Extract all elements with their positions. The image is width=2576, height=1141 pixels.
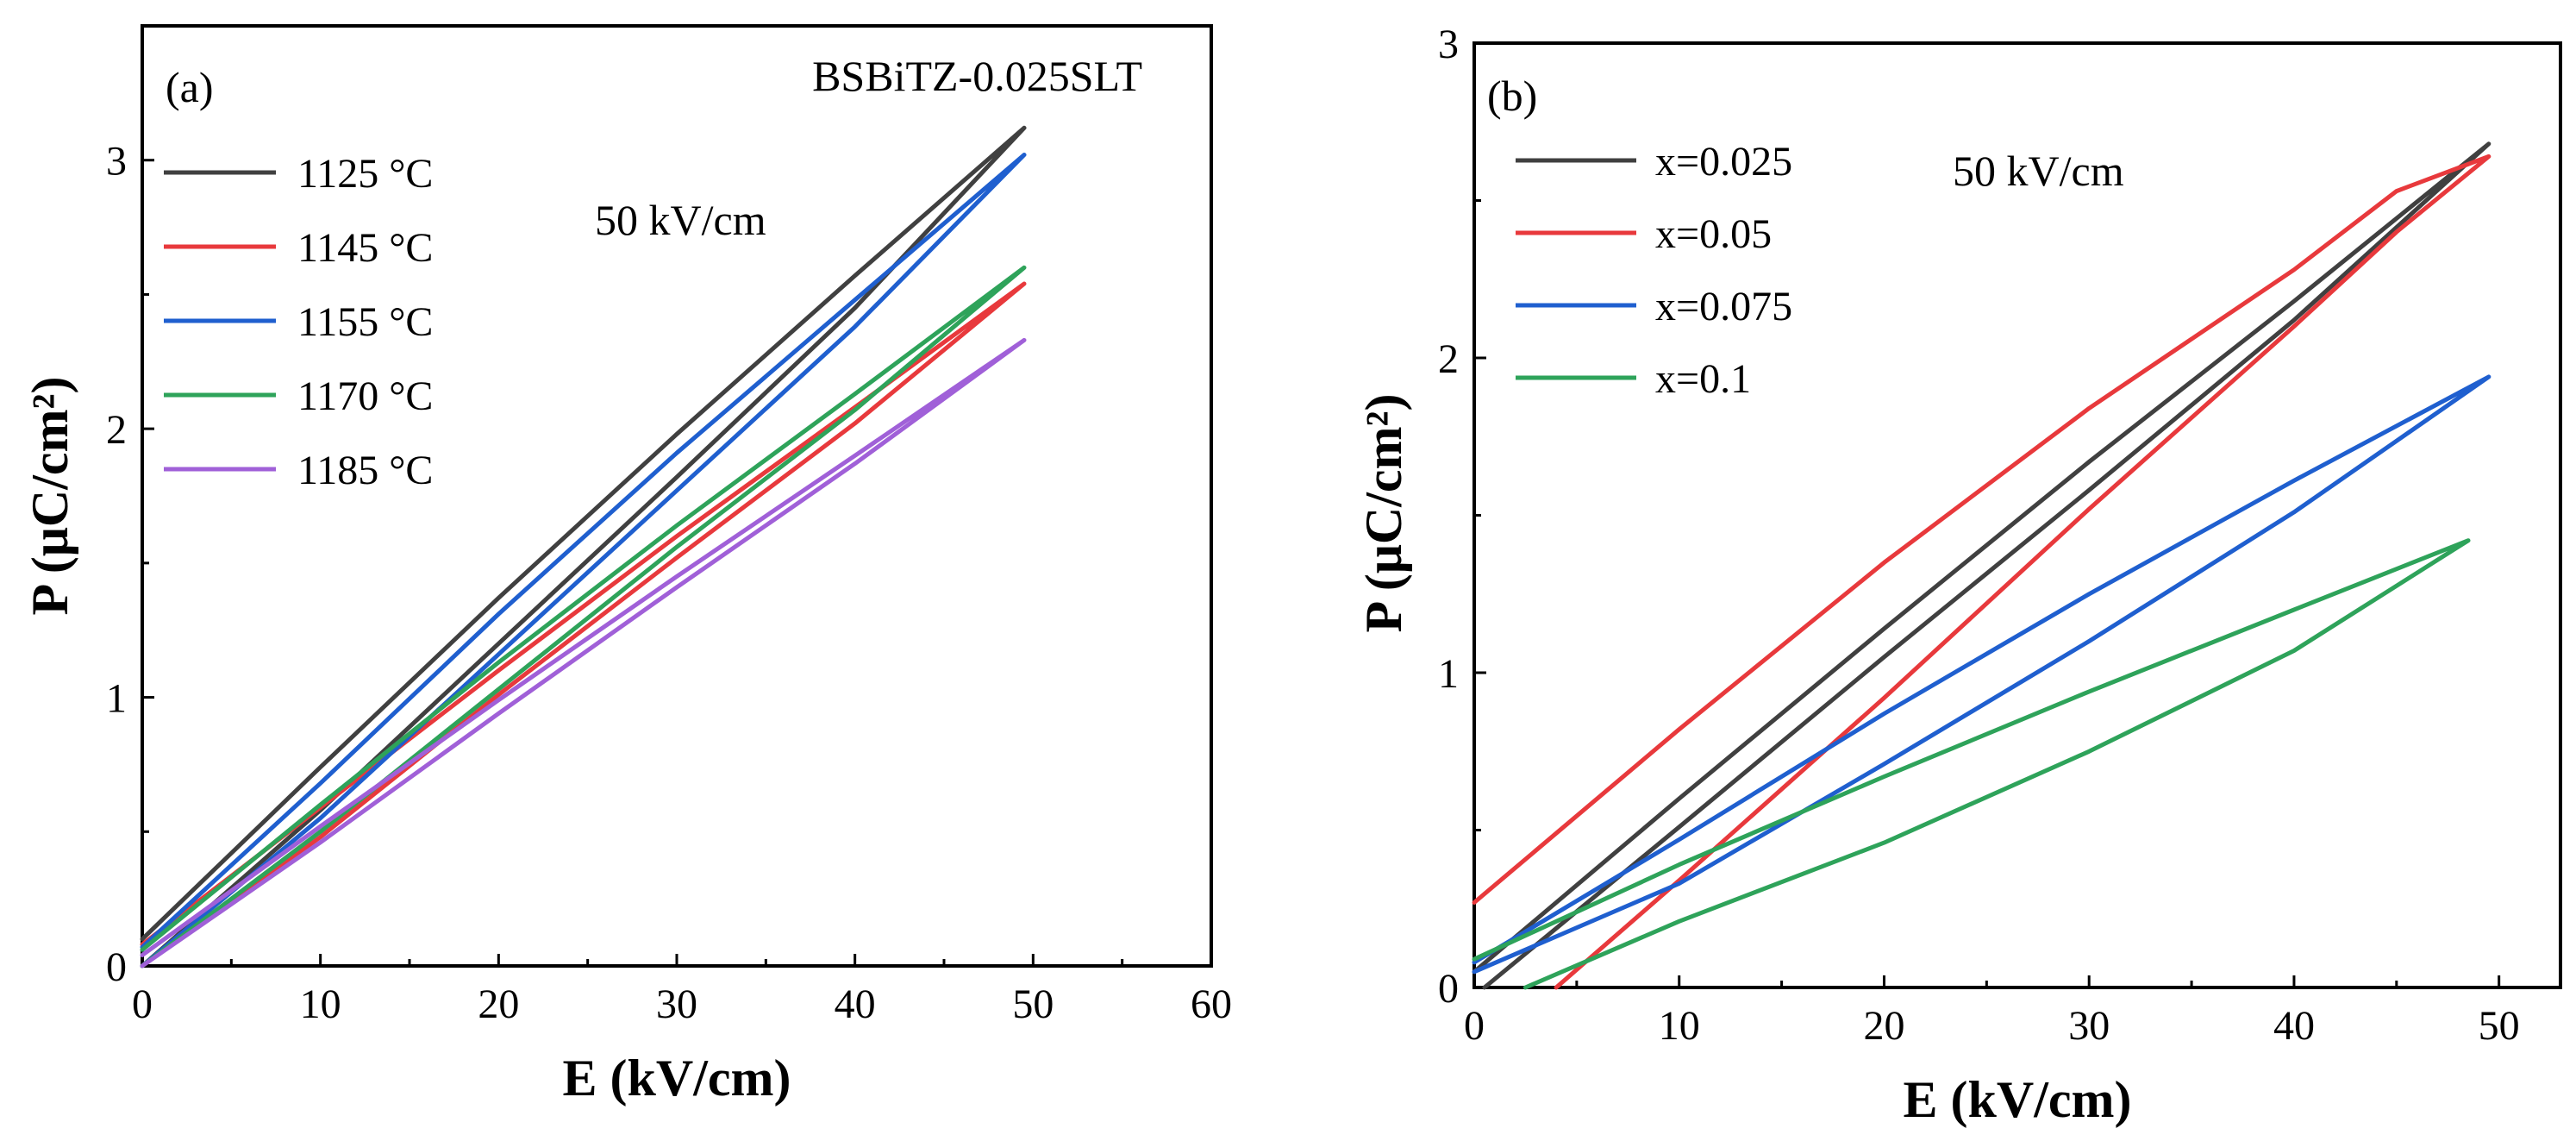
x-tick-label-b-1: 10 xyxy=(1659,1003,1700,1049)
panel-label-a: (a) xyxy=(166,63,214,111)
x-tick-label-a-6: 60 xyxy=(1191,981,1232,1027)
legend-label-b-3: x=0.1 xyxy=(1655,356,1751,402)
x-tick-label-b-4: 40 xyxy=(2273,1003,2315,1049)
curves-b xyxy=(1472,141,2492,990)
legend-a: 1125 °C 1145 °C 1155 °C 1170 °C 1185 °C xyxy=(164,151,433,493)
y-tick-label-b-3: 3 xyxy=(1438,22,1459,67)
curves-a xyxy=(140,125,1027,969)
x-tick-label-b-3: 30 xyxy=(2068,1003,2110,1049)
panel-label-b: (b) xyxy=(1487,72,1537,120)
x-axis-b: 0 10 20 30 40 50 xyxy=(1464,975,2520,1049)
y-axis-a: 0 1 2 3 xyxy=(106,24,154,990)
series-loop-a-3 xyxy=(140,265,1027,969)
y-tick-label-a-3: 3 xyxy=(106,139,127,185)
y-tick-label-b-0: 0 xyxy=(1438,966,1459,1012)
legend-label-b-2: x=0.075 xyxy=(1655,284,1792,329)
series-loop-b-3 xyxy=(1472,538,2471,990)
y-tick-label-a-2: 2 xyxy=(106,407,127,453)
x-tick-label-a-5: 50 xyxy=(1012,981,1054,1027)
y-axis-title-b: P (μC/cm²) xyxy=(1355,394,1412,633)
y-axis-b: 0 1 2 3 xyxy=(1438,22,1486,1012)
x-tick-label-b-2: 20 xyxy=(1863,1003,1904,1049)
x-tick-label-a-1: 10 xyxy=(300,981,341,1027)
chart-panel-a: 0 10 20 30 40 50 60 0 1 2 3 1125 °C 1145 °C 1155 °C… xyxy=(22,24,1232,1107)
series-loop-b-0 xyxy=(1472,141,2492,990)
field-annotation-a: 50 kV/cm xyxy=(595,196,766,244)
x-tick-label-b-0: 0 xyxy=(1464,1003,1485,1049)
y-tick-label-a-1: 1 xyxy=(106,676,127,722)
legend-label-b-1: x=0.05 xyxy=(1655,211,1772,257)
x-tick-label-b-5: 50 xyxy=(2479,1003,2520,1049)
legend-label-a-3: 1170 °C xyxy=(297,373,433,419)
legend-label-b-0: x=0.025 xyxy=(1655,139,1792,185)
field-annotation-b: 50 kV/cm xyxy=(1953,147,2124,195)
y-tick-label-b-2: 2 xyxy=(1438,336,1459,382)
x-tick-label-a-3: 30 xyxy=(656,981,697,1027)
x-tick-label-a-2: 20 xyxy=(478,981,519,1027)
x-tick-label-a-0: 0 xyxy=(132,981,153,1027)
series-loop-b-2 xyxy=(1472,374,2492,975)
y-tick-label-a-0: 0 xyxy=(106,944,127,990)
series-loop-b-1 xyxy=(1472,154,2492,990)
x-axis-title-b: E (kV/cm) xyxy=(1904,1071,2132,1128)
legend-label-a-1: 1145 °C xyxy=(297,225,433,271)
chart-title-a: BSBiTZ-0.025SLT xyxy=(812,52,1142,100)
legend-label-a-2: 1155 °C xyxy=(297,299,433,345)
x-axis-title-a: E (kV/cm) xyxy=(563,1050,791,1107)
legend-b: x=0.025 x=0.05 x=0.075 x=0.1 xyxy=(1516,139,1792,402)
series-loop-a-4 xyxy=(140,337,1027,969)
x-tick-label-a-4: 40 xyxy=(835,981,876,1027)
legend-label-a-4: 1185 °C xyxy=(297,448,433,493)
y-axis-title-a: P (μC/cm²) xyxy=(22,377,78,616)
series-loop-a-0 xyxy=(140,125,1027,969)
x-axis-a: 0 10 20 30 40 50 60 xyxy=(132,954,1232,1027)
y-tick-label-b-1: 1 xyxy=(1438,651,1459,697)
legend-label-a-0: 1125 °C xyxy=(297,151,433,197)
